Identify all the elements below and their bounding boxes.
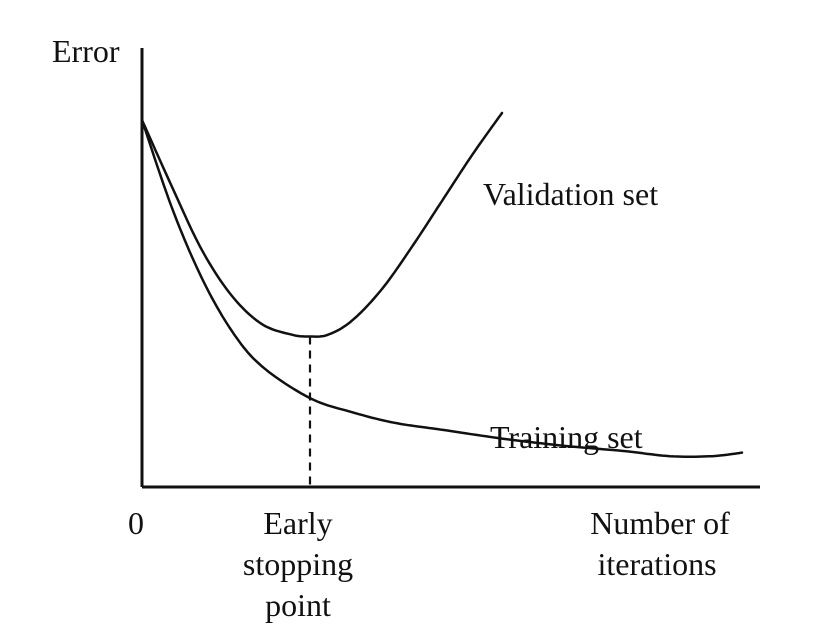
x-origin-label: 0 — [128, 505, 144, 541]
validation-set-curve — [140, 111, 504, 338]
training-set-label: Training set — [490, 419, 643, 455]
early-stopping-label-line-1: Early — [263, 505, 332, 541]
y-axis-label: Error — [52, 33, 120, 69]
x-axis-label-line-2: iterations — [597, 546, 716, 582]
x-axis-label-line-1: Number of — [590, 505, 730, 541]
validation-set-label: Validation set — [483, 176, 658, 212]
early-stopping-label-line-3: point — [265, 587, 331, 623]
training-set-curve — [140, 118, 744, 458]
early-stopping-label-line-2: stopping — [243, 546, 353, 582]
